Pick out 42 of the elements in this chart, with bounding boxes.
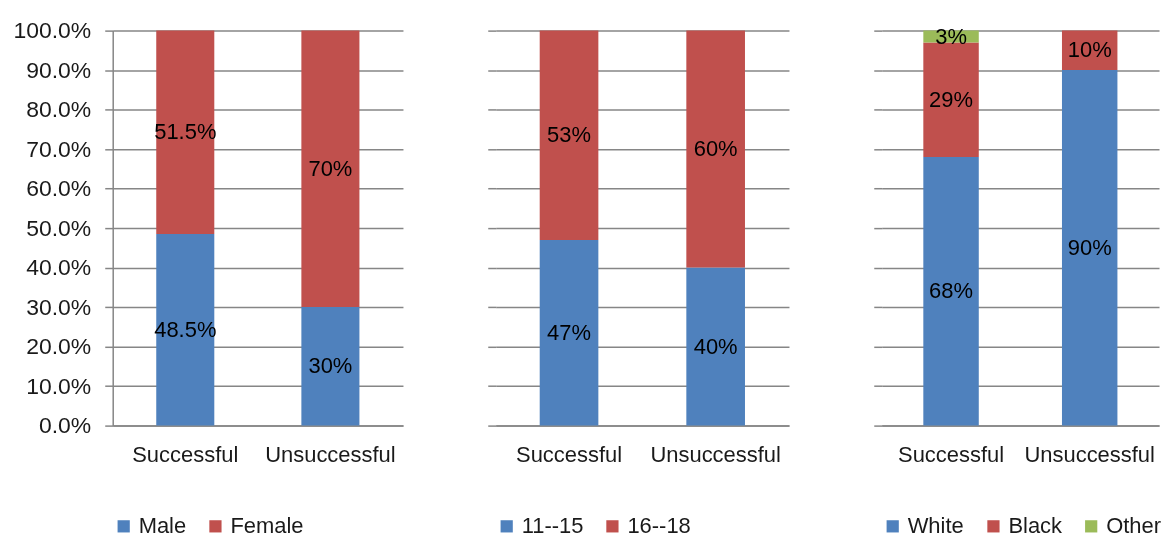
legend-label: Male [138,513,187,539]
legend-label: 11--15 [521,513,584,539]
data-label: 90% [1067,234,1112,260]
legend-label: Female [230,513,304,539]
x-tick-label: Unsuccessful [650,442,781,468]
bar [301,30,360,308]
data-label: 29% [929,86,974,112]
x-tick-label: Successful [898,442,1005,468]
y-tick-label: 50.0% [26,214,92,241]
y-tick-label: 20.0% [26,333,92,360]
y-tick-label: 60.0% [26,175,92,202]
bar [923,42,979,158]
bar [1061,70,1118,426]
legend-label: Black [1008,513,1063,539]
y-tick-label: 90.0% [26,56,92,83]
data-label: 47% [547,319,591,345]
bar [156,30,215,235]
y-tick-label: 80.0% [26,96,92,123]
y-tick-label: 70.0% [26,135,92,162]
y-tick-label: 100.0% [13,17,92,44]
data-label: 40% [693,333,738,359]
y-tick-label: 10.0% [26,372,92,399]
x-tick-label: Successful [516,442,623,468]
bar [923,157,979,426]
legend-label: Other [1106,513,1162,539]
data-label: 68% [929,278,974,304]
x-tick-label: Unsuccessful [1024,442,1155,468]
x-tick-label: Successful [132,442,239,468]
data-label: 53% [547,122,591,148]
legend-label: White [907,513,964,539]
y-tick-label: 40.0% [26,254,92,281]
data-label: 60% [693,136,738,162]
legend-label: 16--18 [627,513,691,539]
x-tick-label: Unsuccessful [265,442,396,468]
data-label: 70% [308,155,353,181]
data-label: 30% [308,353,353,379]
bar [301,307,360,426]
y-tick-label: 30.0% [26,293,92,320]
y-tick-label: 0.0% [38,412,92,439]
data-label: 10% [1067,37,1112,63]
data-label: 3% [935,23,967,49]
bar [156,234,215,426]
